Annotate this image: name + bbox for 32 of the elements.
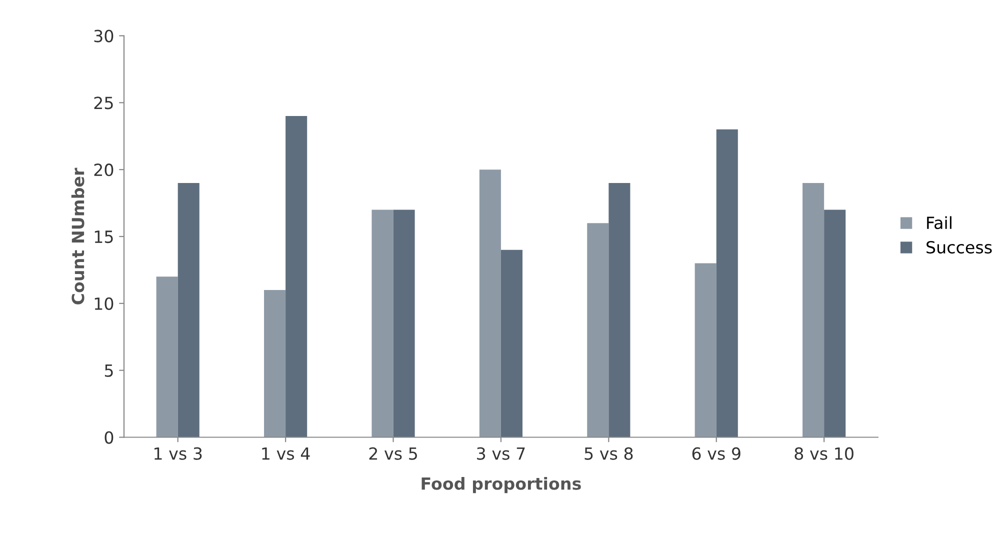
x-tick-label: 1 vs 4: [262, 447, 310, 460]
bar: [500, 250, 522, 438]
bar: [479, 170, 501, 438]
y-tick-label: 30: [94, 30, 114, 42]
x-tick-label: 3 vs 7: [477, 447, 525, 460]
legend-label: Fail: [927, 216, 952, 230]
bar: [156, 276, 178, 438]
y-axis-title: Count NUmber: [71, 168, 84, 304]
y-tick-label: 25: [94, 96, 113, 110]
x-axis-title: Food proportions: [422, 476, 581, 494]
bar: [372, 210, 394, 438]
bar: [393, 210, 415, 438]
bar: [716, 129, 738, 438]
bar: [587, 223, 609, 438]
y-tick-label: 0: [104, 431, 114, 444]
x-tick-label: 8 vs 10: [794, 447, 854, 460]
x-tick-label: 2 vs 5: [369, 447, 417, 460]
bar: [264, 290, 286, 438]
bar: [802, 182, 824, 438]
legend-label: Success: [926, 240, 992, 254]
bar: [824, 210, 846, 438]
y-tick-label: 20: [94, 164, 114, 176]
x-tick-label: 6 vs 9: [692, 447, 740, 460]
bar: [178, 182, 200, 438]
x-tick-label: 1 vs 3: [154, 447, 202, 460]
x-tick-label: 5 vs 8: [584, 447, 633, 460]
bar: [694, 263, 716, 438]
bar: [286, 116, 308, 438]
y-tick-label: 5: [104, 364, 113, 377]
y-tick-label: 15: [94, 230, 113, 244]
bar: [608, 182, 630, 438]
y-tick-label: 10: [94, 297, 114, 310]
